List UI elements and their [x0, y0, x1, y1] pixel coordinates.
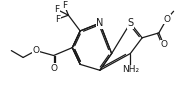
Text: O: O [160, 40, 167, 49]
Text: N: N [96, 18, 104, 28]
Text: O: O [50, 64, 57, 73]
Text: F: F [62, 1, 67, 10]
Text: NH₂: NH₂ [122, 65, 139, 74]
Text: S: S [127, 18, 133, 28]
Text: F: F [54, 5, 59, 14]
Text: O: O [163, 15, 170, 24]
Text: F: F [55, 15, 60, 24]
Text: O: O [32, 46, 39, 55]
